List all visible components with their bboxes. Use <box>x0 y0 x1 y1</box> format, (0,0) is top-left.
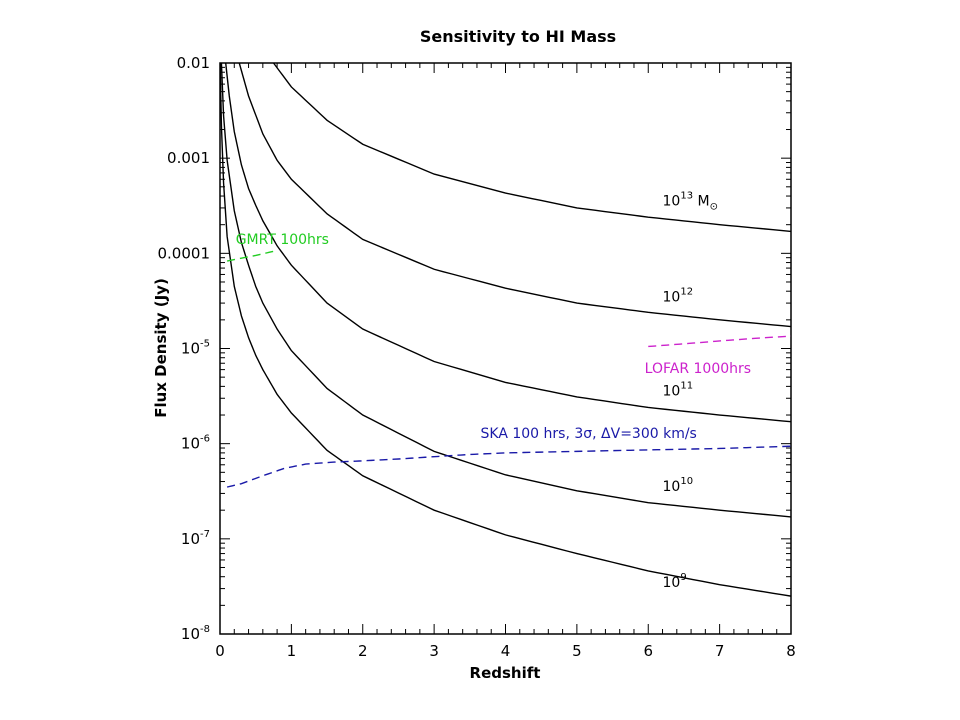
series-line-5 <box>227 250 274 262</box>
y-tick-label: 10-7 <box>181 529 210 548</box>
series-line-3 <box>220 63 791 518</box>
series-line-6 <box>648 335 791 348</box>
x-tick-label: 0 <box>215 642 225 660</box>
series-label-2: 1011 <box>663 381 694 400</box>
series-line-1 <box>238 63 791 328</box>
y-axis-title: Flux Density (Jy) <box>152 278 170 418</box>
x-tick-label: 8 <box>786 642 796 660</box>
series-label-5: GMRT 100hrs <box>236 232 329 248</box>
plot-frame <box>219 62 792 635</box>
series-lines <box>220 63 791 597</box>
x-tick-label: 3 <box>429 642 439 660</box>
series-line-7 <box>226 445 791 488</box>
x-axis-title: Redshift <box>470 664 541 682</box>
y-tick-label: 10-8 <box>181 624 210 643</box>
y-tick-label: 10-5 <box>181 339 210 358</box>
x-tick-label: 4 <box>501 642 511 660</box>
y-tick-label: 10-6 <box>181 434 210 453</box>
x-tick-label: 6 <box>643 642 653 660</box>
y-tick-label: 0.001 <box>167 149 210 167</box>
axis-ticks <box>219 63 792 635</box>
x-tick-label: 7 <box>715 642 725 660</box>
series-line-0 <box>272 63 791 233</box>
x-tick-label: 1 <box>287 642 297 660</box>
series-label-0: 1013 M⊙ <box>663 190 718 212</box>
x-tick-label: 5 <box>572 642 582 660</box>
series-label-4: 109 <box>663 572 687 591</box>
series-labels: 1013 M⊙ 1012 1011 1010 109 GMRT 100hrs LOFAR 1… <box>236 190 751 591</box>
series-label-7: SKA 100 hrs, 3σ, ΔV=300 km/s <box>481 426 697 442</box>
series-label-6: LOFAR 1000hrs <box>645 361 751 377</box>
y-tick-label: 0.0001 <box>158 244 211 262</box>
series-label-1: 1012 <box>663 287 694 306</box>
chart-title: Sensitivity to HI Mass <box>420 27 616 46</box>
x-tick-label: 2 <box>358 642 368 660</box>
series-line-2 <box>225 63 791 423</box>
series-label-3: 1010 <box>663 476 694 495</box>
tick-labels: 0 1 2 3 4 5 6 7 8 0.01 0.001 0.0001 10-5 10-6 10-7 10-8 <box>158 54 796 660</box>
y-tick-label: 0.01 <box>177 54 210 72</box>
series-line-4 <box>220 63 791 597</box>
